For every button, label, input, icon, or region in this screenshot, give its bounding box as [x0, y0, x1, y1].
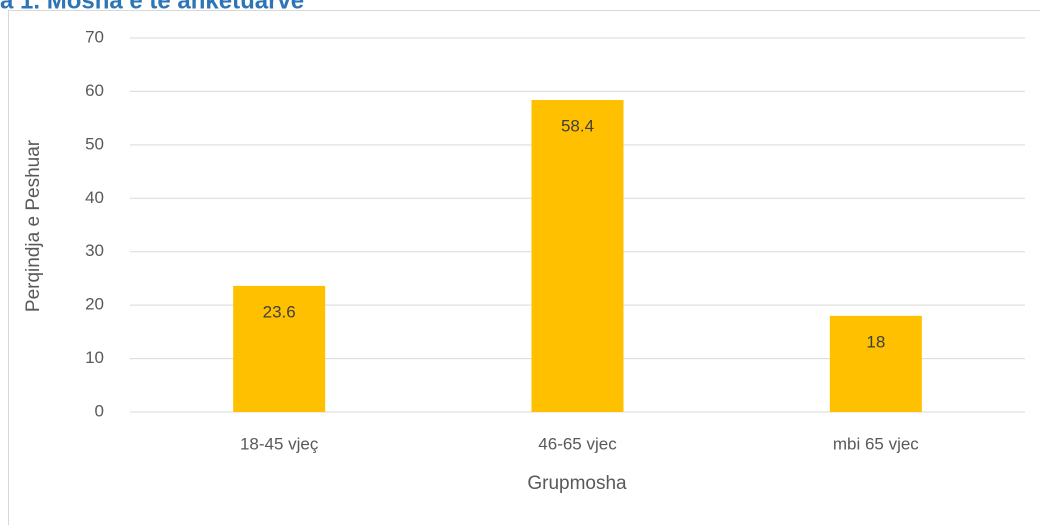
y-tick-label: 70 [85, 27, 104, 46]
y-tick-label: 50 [85, 134, 104, 153]
x-tick-label: 18-45 vjeç [240, 434, 319, 453]
data-label: 58.4 [561, 116, 594, 135]
bar [531, 99, 624, 412]
bar [233, 285, 326, 412]
data-label: 23.6 [263, 302, 296, 321]
y-tick-label: 40 [85, 188, 104, 207]
data-label: 18 [866, 332, 885, 351]
y-axis-title: Perqindja e Peshuar [23, 139, 44, 312]
y-tick-label: 0 [95, 401, 104, 420]
y-tick-label: 20 [85, 295, 104, 314]
chart-title: a 1. Mosha e te anketuarve [0, 0, 304, 14]
y-tick-label: 10 [85, 348, 104, 367]
x-tick-label: 46-65 vjec [538, 434, 617, 453]
x-tick-label: mbi 65 vjec [833, 434, 919, 453]
chart-frame [8, 10, 1040, 525]
bar [829, 315, 922, 412]
y-tick-label: 30 [85, 241, 104, 260]
x-axis-title: Grupmosha [527, 473, 627, 494]
y-tick-label: 60 [85, 81, 104, 100]
